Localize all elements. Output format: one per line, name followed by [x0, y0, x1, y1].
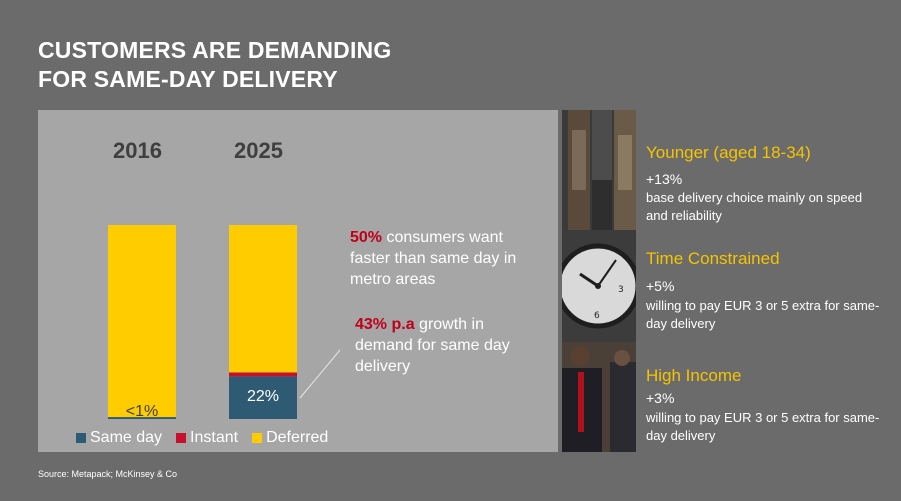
legend-label-instant: Instant: [190, 429, 239, 446]
callout-2-line-2: demand for same day: [355, 337, 510, 354]
chart-legend: Same day Instant Deferred: [76, 429, 328, 447]
segment-3-description: willing to pay EUR 3 or 5 extra for same…: [646, 410, 880, 443]
svg-text:3: 3: [618, 285, 624, 295]
bar-2016-deferred: [108, 225, 176, 418]
title-line-1: CUSTOMERS ARE DEMANDING: [38, 37, 392, 63]
legend-item-same-day: Same day: [76, 429, 162, 447]
photo-business-people: [562, 342, 636, 452]
segment-1-description: base delivery choice mainly on speed and…: [646, 190, 863, 223]
category-label-2016: 2016: [113, 138, 162, 163]
callout-connector-line: [299, 349, 341, 399]
legend-item-deferred: Deferred: [252, 429, 328, 447]
bar-2025-deferred: [229, 225, 297, 373]
bar-2016-same-day: [108, 417, 176, 419]
category-label-2025: 2025: [234, 138, 283, 163]
bars-group: <1% 22%: [108, 225, 297, 420]
callout-2-line-3: delivery: [355, 358, 411, 375]
data-label-2016: <1%: [126, 403, 158, 420]
svg-text:6: 6: [594, 311, 600, 321]
young-people-image: [562, 110, 636, 230]
business-people-image: [562, 342, 636, 452]
photo-strip: 3 6: [562, 110, 636, 452]
page-title: CUSTOMERS ARE DEMANDING FOR SAME-DAY DEL…: [38, 36, 391, 94]
legend-label-same-day: Same day: [90, 429, 163, 446]
callout-2-highlight: 43% p.a: [355, 316, 415, 333]
segment-2-percent: +5%: [646, 278, 675, 294]
source-note: Source: Metapack; McKinsey & Co: [38, 469, 178, 479]
callout-growth: 43% p.a growth in demand for same day de…: [355, 314, 510, 377]
bar-2025-same-day: [229, 376, 297, 419]
data-label-2025: 22%: [247, 388, 279, 405]
legend-swatch-same-day: [76, 433, 86, 443]
segment-2-description: willing to pay EUR 3 or 5 extra for same…: [646, 298, 880, 331]
segment-1-heading: Younger (aged 18-34): [646, 143, 811, 162]
callout-1-highlight: 50%: [350, 229, 383, 246]
photo-clock: 3 6: [562, 230, 636, 342]
legend-swatch-instant: [176, 433, 187, 443]
bar-2025-instant: [229, 372, 297, 377]
legend-item-instant: Instant: [176, 429, 238, 447]
callout-1-line-3: metro areas: [350, 271, 436, 288]
legend-swatch-deferred: [252, 433, 263, 443]
segment-2-heading: Time Constrained: [646, 249, 780, 268]
callout-1-line-1: consumers want: [382, 229, 503, 246]
callout-2-line-1: growth in: [414, 316, 484, 333]
callout-1-line-2: faster than same day in: [350, 250, 517, 267]
segment-1-percent: +13%: [646, 171, 683, 187]
title-line-2: FOR SAME-DAY DELIVERY: [38, 66, 338, 92]
legend-label-deferred: Deferred: [266, 429, 329, 446]
callout-faster-delivery: 50% consumers want faster than same day …: [350, 227, 516, 290]
photo-young-people: [562, 110, 636, 230]
clock-image: 3 6: [562, 230, 636, 342]
segment-3-percent: +3%: [646, 390, 675, 406]
segment-3-heading: High Income: [646, 366, 742, 385]
